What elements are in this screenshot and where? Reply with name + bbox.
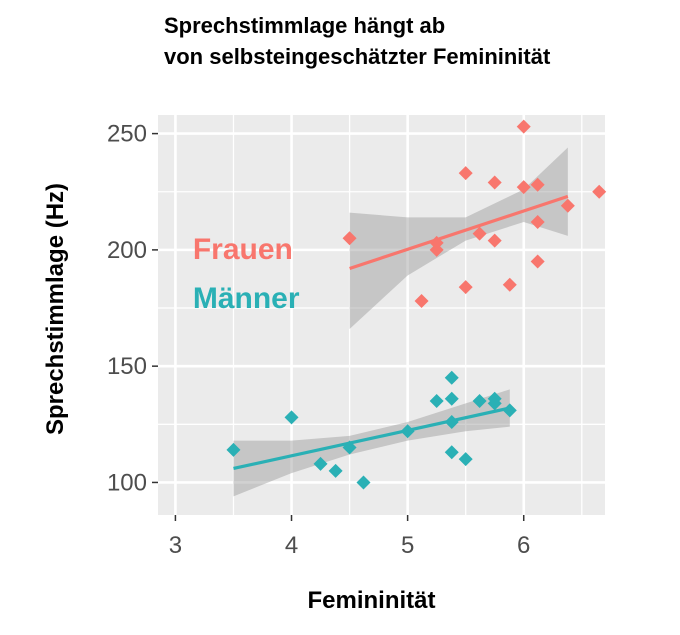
confidence-band xyxy=(233,389,510,497)
y-tick-label: 100 xyxy=(107,469,147,496)
annotation-maenner: Männer xyxy=(193,282,300,315)
confidence-bands xyxy=(233,147,568,497)
x-tick-label: 6 xyxy=(517,532,530,559)
x-tick-label: 4 xyxy=(285,532,298,559)
y-axis: 100 150 200 250 xyxy=(107,121,158,496)
data-point xyxy=(592,184,607,199)
y-tick-label: 200 xyxy=(107,237,147,264)
trend-line xyxy=(233,406,511,471)
data-point xyxy=(502,403,517,418)
data-point xyxy=(342,440,357,455)
x-tick-label: 3 xyxy=(169,532,182,559)
data-point xyxy=(487,396,502,411)
data-point xyxy=(487,175,502,190)
data-point xyxy=(458,166,473,181)
data-point xyxy=(342,231,357,246)
data-point xyxy=(530,254,545,269)
data-points xyxy=(226,119,607,490)
x-tick-label: 5 xyxy=(401,532,414,559)
y-tick-label: 250 xyxy=(107,121,147,148)
data-point xyxy=(530,177,545,192)
trend-lines xyxy=(233,194,569,471)
data-point xyxy=(328,463,343,478)
data-point xyxy=(487,233,502,248)
data-point xyxy=(400,424,415,439)
data-point xyxy=(458,452,473,467)
confidence-band xyxy=(349,147,568,329)
data-point xyxy=(414,294,429,309)
data-point xyxy=(226,442,241,457)
x-axis-label: Femininität xyxy=(307,587,435,614)
data-point xyxy=(516,180,531,195)
data-point xyxy=(472,226,487,241)
y-tick-label: 150 xyxy=(107,353,147,380)
data-point xyxy=(444,391,459,406)
data-point xyxy=(530,214,545,229)
data-point xyxy=(502,277,517,292)
data-point xyxy=(458,280,473,295)
y-axis-label: Sprechstimmlage (Hz) xyxy=(42,183,69,435)
grid-major xyxy=(158,115,605,515)
data-point xyxy=(444,414,459,429)
annotation-frauen: Frauen xyxy=(193,233,293,266)
chart-title-line-2: von selbsteingeschätzter Femininität xyxy=(164,44,551,69)
data-point xyxy=(516,119,531,134)
data-point xyxy=(356,475,371,490)
data-point xyxy=(472,394,487,409)
data-point xyxy=(444,370,459,385)
x-axis: 3 4 5 6 xyxy=(169,515,530,559)
trend-line xyxy=(349,194,569,271)
chart-title: Sprechstimmlage hängt ab von selbsteinge… xyxy=(164,10,674,72)
chart-title-line-1: Sprechstimmlage hängt ab xyxy=(164,13,446,38)
data-point xyxy=(429,394,444,409)
data-point xyxy=(313,456,328,471)
data-point xyxy=(429,242,444,257)
data-point xyxy=(444,445,459,460)
data-point xyxy=(560,198,575,213)
data-point xyxy=(284,410,299,425)
